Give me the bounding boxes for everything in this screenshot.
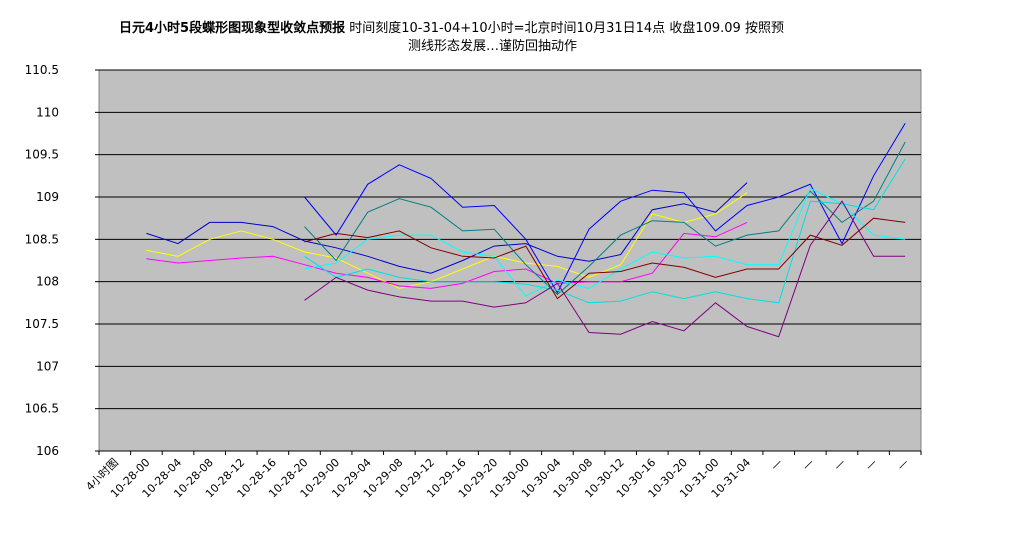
y-tick-label: 106	[36, 444, 59, 458]
x-axis: 4小时图10-28-0010-28-0410-28-0810-28-1210-2…	[83, 451, 922, 500]
y-tick-label: 107	[36, 359, 59, 373]
y-tick-label: 110.5	[25, 63, 59, 77]
y-tick-label: 109	[36, 190, 59, 204]
series-line-9	[304, 200, 906, 338]
y-tick-label: 109.5	[25, 148, 59, 162]
plot-area	[98, 69, 922, 452]
chart-subtitle: 测线形态发展…谨防回抽动作	[408, 38, 577, 54]
x-tick-label: —	[768, 456, 785, 473]
series-line-5	[304, 141, 906, 296]
grid	[99, 69, 921, 452]
y-axis: 110.5 110 109.5 109 108.5 108 107.5 107 106.5 106	[25, 63, 99, 458]
chart-title-rest: 时间刻度10-31-04+10小时=北京时间10月31日14点 收盘109.09…	[345, 20, 784, 36]
series-line-1	[146, 182, 748, 274]
y-tick-label: 108	[36, 275, 59, 289]
series-line-3	[146, 221, 748, 289]
x-tick-label: —	[863, 456, 880, 473]
y-tick-label: 106.5	[25, 402, 59, 416]
y-tick-label: 107.5	[25, 317, 59, 331]
series-line-6	[304, 187, 906, 297]
chart-title: 日元4小时5段蝶形图现象型收敛点预报 时间刻度10-31-04+10小时=北京时…	[119, 20, 784, 36]
series-group	[146, 123, 906, 338]
x-tick-label: —	[894, 456, 911, 473]
series-line-2	[146, 192, 748, 289]
x-tick-label: —	[799, 456, 816, 473]
x-tick-label: —	[831, 456, 848, 473]
series-line-7	[304, 158, 906, 304]
y-tick-label: 108.5	[25, 232, 59, 246]
y-tick-label: 110	[36, 105, 59, 119]
series-line-4	[304, 123, 906, 294]
series-line-8	[304, 217, 906, 300]
chart-title-bold: 日元4小时5段蝶形图现象型收敛点预报	[119, 20, 346, 36]
